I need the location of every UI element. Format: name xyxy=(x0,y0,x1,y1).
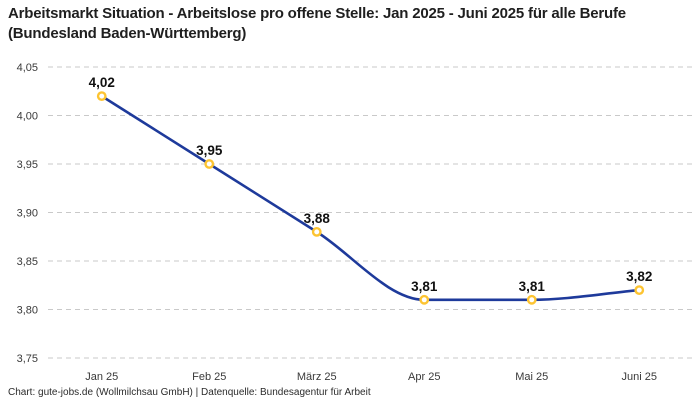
y-axis-tick-label: 3,95 xyxy=(17,159,38,171)
x-axis-tick-label: März 25 xyxy=(297,371,337,383)
data-point-marker xyxy=(634,285,645,295)
data-point-marker xyxy=(96,91,107,102)
y-axis-tick-label: 3,90 xyxy=(17,207,38,219)
y-axis-tick-label: 3,80 xyxy=(17,304,38,316)
data-point-label: 3,81 xyxy=(411,279,438,294)
x-axis-tick-label: Jan 25 xyxy=(85,371,118,383)
x-axis-tick-label: Apr 25 xyxy=(408,371,440,383)
chart-title: Arbeitsmarkt Situation - Arbeitslose pro… xyxy=(8,5,626,43)
x-axis-tick-label: Mai 25 xyxy=(515,371,548,383)
data-point-marker xyxy=(526,294,537,305)
x-axis-tick-label: Juni 25 xyxy=(622,371,657,383)
x-axis-tick-label: Feb 25 xyxy=(192,371,226,383)
data-point-marker xyxy=(311,226,322,237)
chart-attribution: Chart: gute-jobs.de (Wollmilchsau GmbH) … xyxy=(8,387,371,398)
data-point-marker xyxy=(419,294,430,305)
y-axis-tick-label: 4,00 xyxy=(17,110,38,122)
y-axis-tick-label: 3,85 xyxy=(17,256,38,268)
data-point-label: 4,02 xyxy=(89,75,115,90)
data-point-marker xyxy=(204,159,215,169)
data-point-label: 3,82 xyxy=(626,269,652,284)
data-point-label: 3,81 xyxy=(519,279,546,294)
data-point-label: 3,88 xyxy=(304,211,331,226)
y-axis-tick-label: 3,75 xyxy=(17,353,38,365)
data-point-label: 3,95 xyxy=(196,143,223,158)
y-axis-tick-label: 4,05 xyxy=(17,62,38,74)
data-series-line xyxy=(100,94,641,302)
